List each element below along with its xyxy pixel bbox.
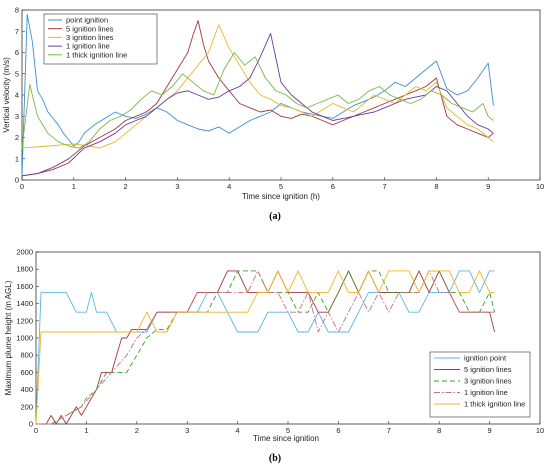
b-xtick-label: 0 [34,426,38,435]
panel-b-series [35,270,496,425]
a-legend-label: point ignition [66,16,108,25]
a-xtick-label: 3 [175,182,179,191]
b-xtick-label: 5 [286,426,290,435]
a-ytick-label: 8 [15,6,19,15]
panel-b-ylabel: Maximum plume height (m AGL) [4,280,13,395]
b-ytick-label: 2000 [16,248,33,257]
b-xtick-label: 7 [387,426,391,435]
a-ytick-label: 2 [15,133,19,142]
b-ytick-label: 1400 [16,299,33,308]
b-xtick-label: 8 [437,426,441,435]
a-series-line [21,24,494,149]
b-ytick-label: 600 [20,368,33,377]
b-legend-label: 1 thick ignition line [464,400,525,409]
a-series-line [21,13,494,176]
a-xtick-label: 2 [124,182,128,191]
panel-b-label: (b) [269,453,281,464]
panel-b-xlabel: Time since ignition [253,434,319,443]
b-xtick-label: 4 [236,426,240,435]
a-xtick-label: 1 [72,182,76,191]
panel-b-plume-height-chart: 0 1 2 3 4 5 6 7 8 9 10 0 200 400 600 800 1000 1200 1400 160… [4,248,544,465]
panel-a-label: (a) [269,211,281,222]
b-legend-box [429,351,531,418]
a-xtick-label: 8 [434,182,438,191]
a-xtick-label: 0 [20,182,24,191]
a-legend-label: 1 ignition line [66,42,110,51]
b-ytick-label: 400 [20,385,33,394]
b-ytick-label: 1600 [16,282,33,291]
a-xtick-label: 9 [486,182,490,191]
b-xtick-label: 10 [536,426,544,435]
b-xtick-label: 1 [84,426,88,435]
panel-a-ticks: 0 1 2 3 4 5 6 7 8 9 10 0 1 2 3 4 5 6 7 8 [15,6,544,192]
b-legend-label: 3 ignition lines [464,377,512,386]
b-series-line [35,270,495,425]
b-legend-label: ignition point [464,354,507,363]
a-xtick-label: 4 [227,182,231,191]
a-ytick-label: 3 [15,112,19,121]
panel-b-ticks: 0 1 2 3 4 5 6 7 8 9 10 0 200 400 600 800 1000 1200 1400 160… [16,248,544,436]
b-legend-label: 5 ignition lines [464,365,512,374]
a-ytick-label: 6 [15,48,19,57]
a-legend-label: 1 thick ignition line [66,50,127,59]
b-ytick-label: 0 [29,420,33,429]
b-xtick-label: 2 [135,426,139,435]
b-ytick-label: 1000 [16,334,33,343]
a-ytick-label: 1 [15,154,19,163]
a-ytick-label: 0 [15,176,19,185]
a-ytick-label: 7 [15,27,19,36]
panel-a-ylabel: Vertical velocity (m/s) [2,57,11,133]
a-series-line [21,20,494,177]
b-ytick-label: 200 [20,402,33,411]
b-legend-label: 1 ignition line [464,388,508,397]
a-ytick-label: 4 [15,91,19,100]
panel-a-series [21,13,494,177]
b-series-line [35,270,495,425]
a-series-line [21,32,494,177]
a-xtick-label: 10 [536,182,544,191]
b-ytick-label: 1800 [16,265,33,274]
b-ytick-label: 800 [20,351,33,360]
a-legend-box [43,13,158,65]
a-series-line [21,52,494,149]
a-xtick-label: 5 [279,182,283,191]
b-xtick-label: 6 [336,426,340,435]
b-xtick-label: 3 [185,426,189,435]
a-xtick-label: 7 [383,182,387,191]
a-ytick-label: 5 [15,69,19,78]
a-xtick-label: 6 [331,182,335,191]
b-ytick-label: 1200 [16,316,33,325]
b-xtick-label: 9 [488,426,492,435]
panel-a-xlabel: Time since ignition (h) [242,192,320,201]
a-legend-label: 3 ignition lines [66,33,114,42]
panel-b-legend: ignition point 5 ignition lines 3 ignition… [429,351,531,418]
a-legend-label: 5 ignition lines [66,24,114,33]
